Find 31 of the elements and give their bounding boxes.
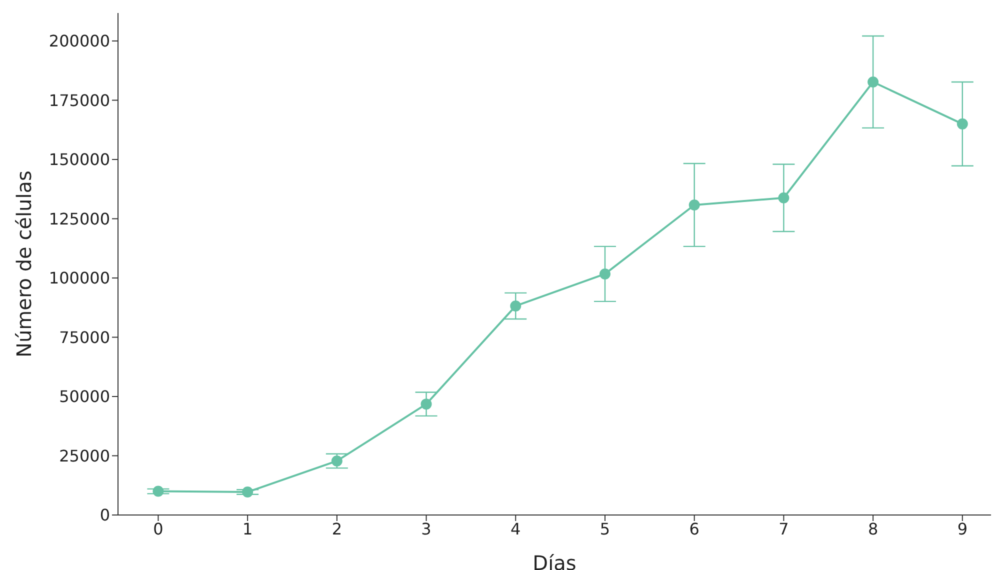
y-tick-label: 125000 [48, 209, 110, 228]
point [599, 268, 610, 280]
x-tick-label: 5 [600, 519, 610, 538]
y-tick-label: 25000 [59, 446, 110, 466]
point [868, 76, 879, 88]
x-tick-label: 8 [868, 519, 878, 538]
x-tick-label: 6 [689, 519, 700, 538]
y-axis-title: Número de células [12, 170, 36, 358]
y-tick-label: 75000 [59, 328, 110, 347]
x-tick-label: 9 [957, 519, 968, 538]
x-tick-label: 3 [421, 519, 432, 538]
point [688, 199, 700, 210]
y-tick-label: 175000 [48, 90, 110, 110]
x-tick-label: 1 [242, 519, 253, 538]
x-tick-label: 4 [510, 519, 521, 538]
x-tick-label: 7 [778, 519, 789, 538]
y-tick-label: 50000 [59, 387, 110, 406]
y-tick-label: 200000 [48, 32, 110, 51]
point [420, 398, 432, 410]
point [778, 192, 790, 204]
point [331, 455, 342, 466]
x-tick-label: 2 [332, 519, 342, 538]
x-axis-title: Días [532, 551, 576, 570]
point [956, 118, 968, 130]
point [242, 486, 254, 498]
y-tick-label: 100000 [48, 268, 110, 288]
point [152, 486, 164, 497]
x-tick-label: 0 [153, 519, 164, 538]
point [510, 300, 522, 312]
y-tick-label: 0 [100, 506, 110, 525]
y-tick-label: 150000 [48, 150, 110, 170]
